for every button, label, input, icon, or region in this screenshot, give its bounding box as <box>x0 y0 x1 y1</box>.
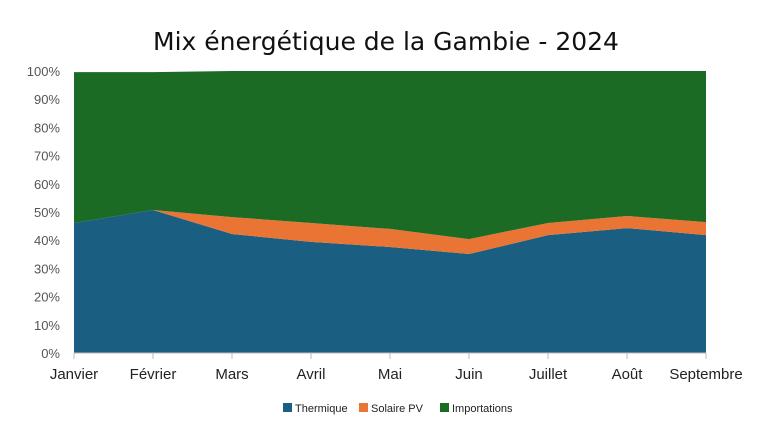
legend-item[interactable]: Solaire PV <box>359 403 424 415</box>
legend-label: Importations <box>452 403 513 415</box>
y-tick-label: 10% <box>34 318 60 333</box>
y-tick-label: 20% <box>34 290 60 305</box>
y-tick-label: 0% <box>41 346 60 361</box>
legend-item[interactable]: Thermique <box>283 403 348 415</box>
legend-swatch <box>440 403 449 412</box>
x-tick-label: Août <box>612 366 644 383</box>
legend-label: Thermique <box>295 403 348 415</box>
y-tick-label: 100% <box>27 64 61 79</box>
y-tick-label: 60% <box>34 177 60 192</box>
legend-label: Solaire PV <box>371 403 424 415</box>
x-tick-label: Septembre <box>669 366 742 383</box>
legend-swatch <box>283 403 292 412</box>
legend-swatch <box>359 403 368 412</box>
x-tick-label: Juillet <box>529 366 568 383</box>
chart-title: Mix énergétique de la Gambie - 2024 <box>153 27 619 56</box>
area-solaire-pv <box>74 210 706 255</box>
x-tick-label: Avril <box>297 366 326 383</box>
x-tick-label: Mars <box>215 366 248 383</box>
x-tick-label: Février <box>130 366 177 383</box>
y-tick-label: 30% <box>34 261 60 276</box>
y-tick-label: 80% <box>34 120 60 135</box>
x-tick-label: Juin <box>455 366 483 383</box>
y-tick-label: 40% <box>34 233 60 248</box>
x-tick-label: Janvier <box>50 366 98 383</box>
x-tick-label: Mai <box>378 366 402 383</box>
y-tick-label: 50% <box>34 205 60 220</box>
y-tick-label: 70% <box>34 149 60 164</box>
area-importations <box>74 71 706 240</box>
area-thermique <box>74 210 706 353</box>
legend-item[interactable]: Importations <box>440 403 513 415</box>
y-tick-label: 90% <box>34 92 60 107</box>
